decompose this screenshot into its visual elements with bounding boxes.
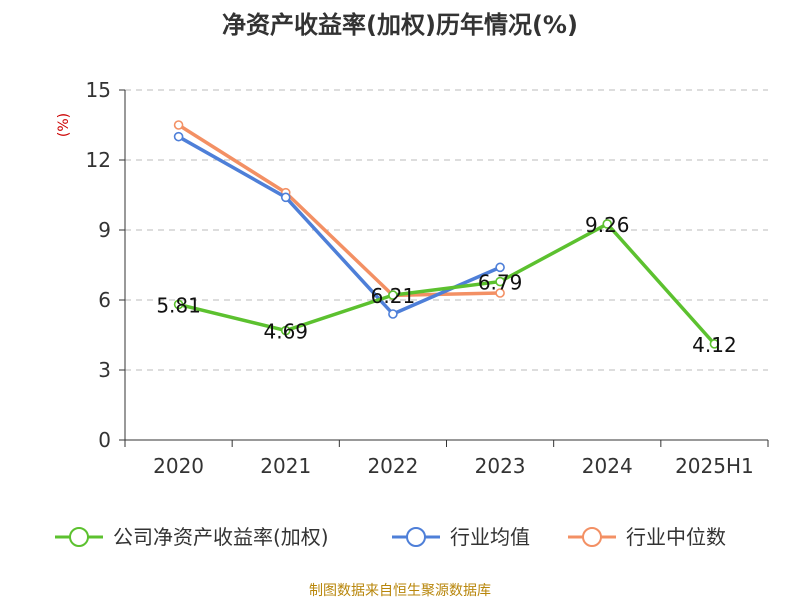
data-label: 6.79 <box>478 271 523 295</box>
chart-title: 净资产收益率(加权)历年情况(%) <box>222 11 578 39</box>
legend-item-1: 行业均值 <box>392 525 530 549</box>
legend-label: 公司净资产收益率(加权) <box>113 525 329 549</box>
legend-marker <box>69 527 89 547</box>
y-tick-label: 3 <box>98 358 111 382</box>
data-point <box>280 325 291 336</box>
data-point <box>173 120 184 130</box>
data-point <box>173 299 184 310</box>
x-tick-label: 2020 <box>153 454 204 478</box>
x-tick-label: 2021 <box>260 454 311 478</box>
data-point <box>388 309 398 319</box>
data-label: 6.21 <box>371 284 416 308</box>
y-tick-label: 6 <box>98 288 111 312</box>
series-line <box>176 123 502 298</box>
data-label: 9.26 <box>585 213 630 237</box>
legend-item-0: 公司净资产收益率(加权) <box>55 525 329 549</box>
x-tick-label: 2023 <box>475 454 526 478</box>
series-1 <box>173 131 505 319</box>
gridlines <box>125 89 768 371</box>
data-point <box>280 192 291 203</box>
source-note: 制图数据来自恒生聚源数据库 <box>309 583 491 599</box>
data-point <box>709 339 720 349</box>
data-point <box>495 276 505 287</box>
series-layer <box>173 120 720 349</box>
series-line <box>176 134 502 316</box>
data-labels: 5.81 4.69 6.21 6.79 9.26 4.12 <box>156 213 736 357</box>
data-point <box>388 290 398 300</box>
x-tick-label: 2022 <box>367 454 418 478</box>
legend-item-2: 行业中位数 <box>568 525 726 549</box>
series-2 <box>173 120 505 301</box>
data-point <box>495 288 505 298</box>
y-tick-label: 9 <box>98 218 111 242</box>
y-axis-unit: (%) <box>56 113 72 137</box>
data-label: 5.81 <box>156 293 201 317</box>
data-label: 4.12 <box>692 333 737 357</box>
legend-marker <box>406 527 426 547</box>
data-point <box>602 219 613 229</box>
data-point <box>495 262 505 273</box>
legend-label: 行业均值 <box>450 525 530 549</box>
legend: 公司净资产收益率(加权) 行业均值 行业中位数 <box>55 525 726 549</box>
y-tick-label: 15 <box>86 78 111 102</box>
y-tick-label: 12 <box>86 148 111 172</box>
data-point <box>173 131 184 142</box>
x-tick-label: 2025H1 <box>675 454 754 478</box>
legend-marker <box>582 527 602 547</box>
y-tick-label: 0 <box>98 428 111 452</box>
series-line <box>176 222 717 346</box>
series-0 <box>173 219 720 349</box>
legend-label: 行业中位数 <box>626 525 726 549</box>
x-tick-label: 2024 <box>582 454 633 478</box>
axes: 0 3 6 9 12 15 2020 2021 2022 2023 2024 2025H1 <box>86 78 769 478</box>
data-label: 4.69 <box>263 320 308 344</box>
